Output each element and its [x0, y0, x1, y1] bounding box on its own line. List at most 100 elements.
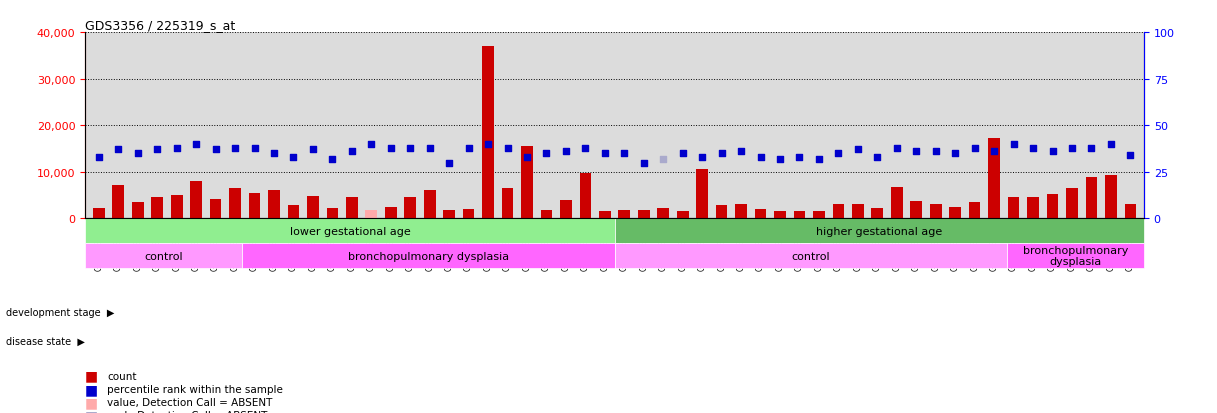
- Point: [946, 150, 965, 157]
- Text: count: count: [107, 371, 136, 381]
- Bar: [268, 190, 280, 219]
- Text: higher gestational age: higher gestational age: [817, 226, 942, 236]
- Bar: [949, 207, 961, 219]
- Bar: [131, 203, 144, 219]
- Bar: [92, 209, 105, 219]
- Bar: [1086, 177, 1098, 219]
- Point: [400, 145, 420, 152]
- Point: [1023, 145, 1043, 152]
- Bar: [190, 182, 202, 219]
- Bar: [716, 206, 728, 219]
- Point: [907, 149, 926, 155]
- Point: [692, 154, 712, 161]
- Point: [517, 154, 537, 161]
- Point: [186, 141, 206, 148]
- Bar: [735, 204, 747, 219]
- Text: development stage  ▶: development stage ▶: [6, 307, 114, 317]
- Bar: [248, 193, 260, 219]
- Point: [420, 145, 439, 152]
- Bar: [832, 204, 845, 219]
- Point: [926, 149, 946, 155]
- Bar: [560, 201, 572, 219]
- Bar: [638, 211, 650, 219]
- Point: [439, 160, 459, 166]
- Bar: [443, 211, 455, 219]
- Bar: [871, 209, 884, 219]
- Point: [887, 145, 907, 152]
- Point: [108, 147, 128, 154]
- Point: [809, 156, 829, 163]
- Bar: [540, 210, 553, 219]
- Bar: [677, 211, 689, 219]
- Point: [498, 145, 517, 152]
- Bar: [599, 212, 611, 219]
- Point: [206, 147, 225, 154]
- Bar: [424, 190, 436, 219]
- Bar: [1125, 204, 1137, 219]
- Bar: [462, 210, 475, 219]
- Bar: [657, 209, 669, 219]
- Point: [147, 147, 167, 154]
- Point: [1082, 145, 1101, 152]
- Point: [89, 154, 108, 161]
- Point: [985, 149, 1004, 155]
- Text: GDS3356 / 225319_s_at: GDS3356 / 225319_s_at: [85, 19, 235, 32]
- Point: [965, 145, 985, 152]
- Point: [167, 145, 186, 152]
- Bar: [1006, 244, 1144, 268]
- Bar: [85, 219, 615, 244]
- Point: [634, 160, 654, 166]
- Point: [848, 147, 868, 154]
- Bar: [287, 206, 299, 219]
- Text: ■: ■: [85, 369, 99, 383]
- Bar: [969, 203, 981, 219]
- Text: ■: ■: [85, 408, 99, 413]
- Bar: [170, 196, 183, 219]
- Point: [868, 154, 887, 161]
- Text: bronchopulmonary
dysplasia: bronchopulmonary dysplasia: [1022, 245, 1128, 267]
- Text: ■: ■: [85, 395, 99, 409]
- Bar: [1027, 197, 1039, 219]
- Point: [1121, 152, 1140, 159]
- Point: [1043, 149, 1062, 155]
- Bar: [326, 209, 338, 219]
- Bar: [813, 211, 825, 219]
- Point: [323, 156, 342, 163]
- Bar: [151, 198, 163, 219]
- Text: disease state  ▶: disease state ▶: [6, 336, 85, 346]
- Point: [128, 150, 147, 157]
- Point: [731, 149, 751, 155]
- Point: [576, 145, 595, 152]
- Point: [829, 150, 848, 157]
- Bar: [1008, 197, 1020, 219]
- Bar: [618, 211, 630, 219]
- Point: [790, 154, 809, 161]
- Text: bronchopulmonary dysplasia: bronchopulmonary dysplasia: [348, 251, 509, 261]
- Bar: [988, 139, 1000, 219]
- Point: [459, 145, 478, 152]
- Point: [770, 156, 790, 163]
- Point: [654, 156, 673, 163]
- Point: [615, 150, 634, 157]
- Bar: [365, 211, 377, 219]
- Bar: [209, 199, 221, 219]
- Point: [537, 150, 556, 157]
- Bar: [346, 197, 358, 219]
- Bar: [774, 211, 786, 219]
- Point: [264, 150, 284, 157]
- Text: control: control: [791, 251, 830, 261]
- Point: [1101, 141, 1121, 148]
- Point: [595, 150, 615, 157]
- Text: control: control: [145, 251, 183, 261]
- Point: [478, 141, 498, 148]
- Point: [556, 149, 576, 155]
- Bar: [307, 197, 319, 219]
- Point: [303, 147, 323, 154]
- Bar: [793, 211, 806, 219]
- Point: [1004, 141, 1023, 148]
- Bar: [910, 201, 922, 219]
- Point: [284, 154, 303, 161]
- Bar: [1105, 175, 1117, 219]
- Point: [245, 145, 264, 152]
- Bar: [930, 204, 942, 219]
